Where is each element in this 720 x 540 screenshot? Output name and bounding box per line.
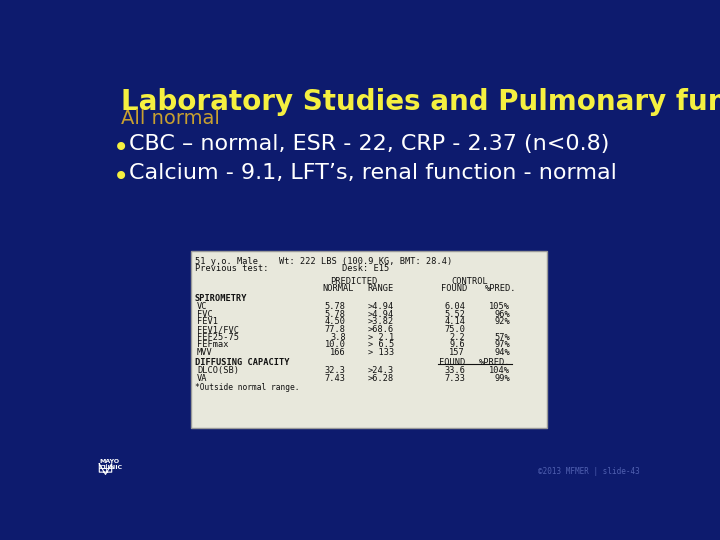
Text: 99%: 99% bbox=[495, 374, 510, 382]
Text: CONTROL: CONTROL bbox=[451, 276, 488, 286]
Text: FEV1: FEV1 bbox=[197, 318, 218, 326]
Text: 32.3: 32.3 bbox=[325, 366, 346, 375]
Text: FEV1/FVC: FEV1/FVC bbox=[197, 325, 239, 334]
Text: VC: VC bbox=[197, 302, 207, 311]
Text: > 133: > 133 bbox=[367, 348, 394, 357]
Text: 3.8: 3.8 bbox=[330, 333, 346, 342]
Text: 33.6: 33.6 bbox=[444, 366, 465, 375]
Text: >4.94: >4.94 bbox=[367, 309, 394, 319]
Text: >68.6: >68.6 bbox=[367, 325, 394, 334]
Text: DLCO(SB): DLCO(SB) bbox=[197, 366, 239, 375]
Text: 105%: 105% bbox=[489, 302, 510, 311]
Text: FVC: FVC bbox=[197, 309, 212, 319]
Text: •: • bbox=[113, 134, 130, 162]
Text: 2.2: 2.2 bbox=[449, 333, 465, 342]
Text: MVV: MVV bbox=[197, 348, 212, 357]
Text: FEFmax: FEFmax bbox=[197, 340, 228, 349]
Text: 51 y.o. Male    Wt: 222 LBS (100.9 KG, BMT: 28.4): 51 y.o. Male Wt: 222 LBS (100.9 KG, BMT:… bbox=[194, 256, 452, 266]
Text: 10.0: 10.0 bbox=[325, 340, 346, 349]
Text: DIFFUSING CAPACITY: DIFFUSING CAPACITY bbox=[194, 358, 289, 367]
Text: %PRED.: %PRED. bbox=[485, 284, 516, 293]
Text: 104%: 104% bbox=[489, 366, 510, 375]
Text: *Outside normal range.: *Outside normal range. bbox=[194, 383, 299, 392]
Text: FEF25-75: FEF25-75 bbox=[197, 333, 239, 342]
Text: FOUND: FOUND bbox=[441, 284, 467, 293]
Text: 9.6: 9.6 bbox=[449, 340, 465, 349]
Text: 4.14: 4.14 bbox=[444, 318, 465, 326]
Text: 7.43: 7.43 bbox=[325, 374, 346, 382]
Text: 157: 157 bbox=[449, 348, 465, 357]
Text: 77.8: 77.8 bbox=[325, 325, 346, 334]
Text: All normal: All normal bbox=[121, 109, 220, 127]
Text: %PRED.: %PRED. bbox=[479, 358, 510, 367]
Text: 6.04: 6.04 bbox=[444, 302, 465, 311]
Text: 5.78: 5.78 bbox=[325, 309, 346, 319]
Text: 75.0: 75.0 bbox=[444, 325, 465, 334]
Text: CBC – normal, ESR - 22, CRP - 2.37 (n<0.8): CBC – normal, ESR - 22, CRP - 2.37 (n<0.… bbox=[129, 134, 609, 154]
Text: 5.78: 5.78 bbox=[325, 302, 346, 311]
Text: VA: VA bbox=[197, 374, 207, 382]
Text: > 2.1: > 2.1 bbox=[367, 333, 394, 342]
Text: >24.3: >24.3 bbox=[367, 366, 394, 375]
Text: SPIROMETRY: SPIROMETRY bbox=[194, 294, 247, 303]
Text: 166: 166 bbox=[330, 348, 346, 357]
Text: RANGE: RANGE bbox=[367, 284, 394, 293]
Text: PREDICTED: PREDICTED bbox=[330, 276, 377, 286]
Text: 4.50: 4.50 bbox=[325, 318, 346, 326]
Text: FOUND: FOUND bbox=[439, 358, 465, 367]
Text: Previous test:              Desk: E15: Previous test: Desk: E15 bbox=[194, 264, 389, 273]
Text: >4.94: >4.94 bbox=[367, 302, 394, 311]
Text: MAYO
CLINIC: MAYO CLINIC bbox=[99, 459, 122, 470]
Text: 94%: 94% bbox=[495, 348, 510, 357]
Text: 57%: 57% bbox=[495, 333, 510, 342]
Text: 5.52: 5.52 bbox=[444, 309, 465, 319]
Text: 96%: 96% bbox=[495, 309, 510, 319]
Text: Laboratory Studies and Pulmonary function: Laboratory Studies and Pulmonary functio… bbox=[121, 88, 720, 116]
Text: NORMAL: NORMAL bbox=[323, 284, 354, 293]
Text: >6.28: >6.28 bbox=[367, 374, 394, 382]
Text: >3.82: >3.82 bbox=[367, 318, 394, 326]
Text: 7.33: 7.33 bbox=[444, 374, 465, 382]
Text: 97%: 97% bbox=[495, 340, 510, 349]
Text: ©2013 MFMER | slide-43: ©2013 MFMER | slide-43 bbox=[539, 467, 640, 476]
FancyBboxPatch shape bbox=[191, 251, 547, 428]
Text: > 6.5: > 6.5 bbox=[367, 340, 394, 349]
Text: •: • bbox=[113, 164, 130, 191]
Text: 92%: 92% bbox=[495, 318, 510, 326]
Text: Calcium - 9.1, LFT’s, renal function - normal: Calcium - 9.1, LFT’s, renal function - n… bbox=[129, 164, 616, 184]
